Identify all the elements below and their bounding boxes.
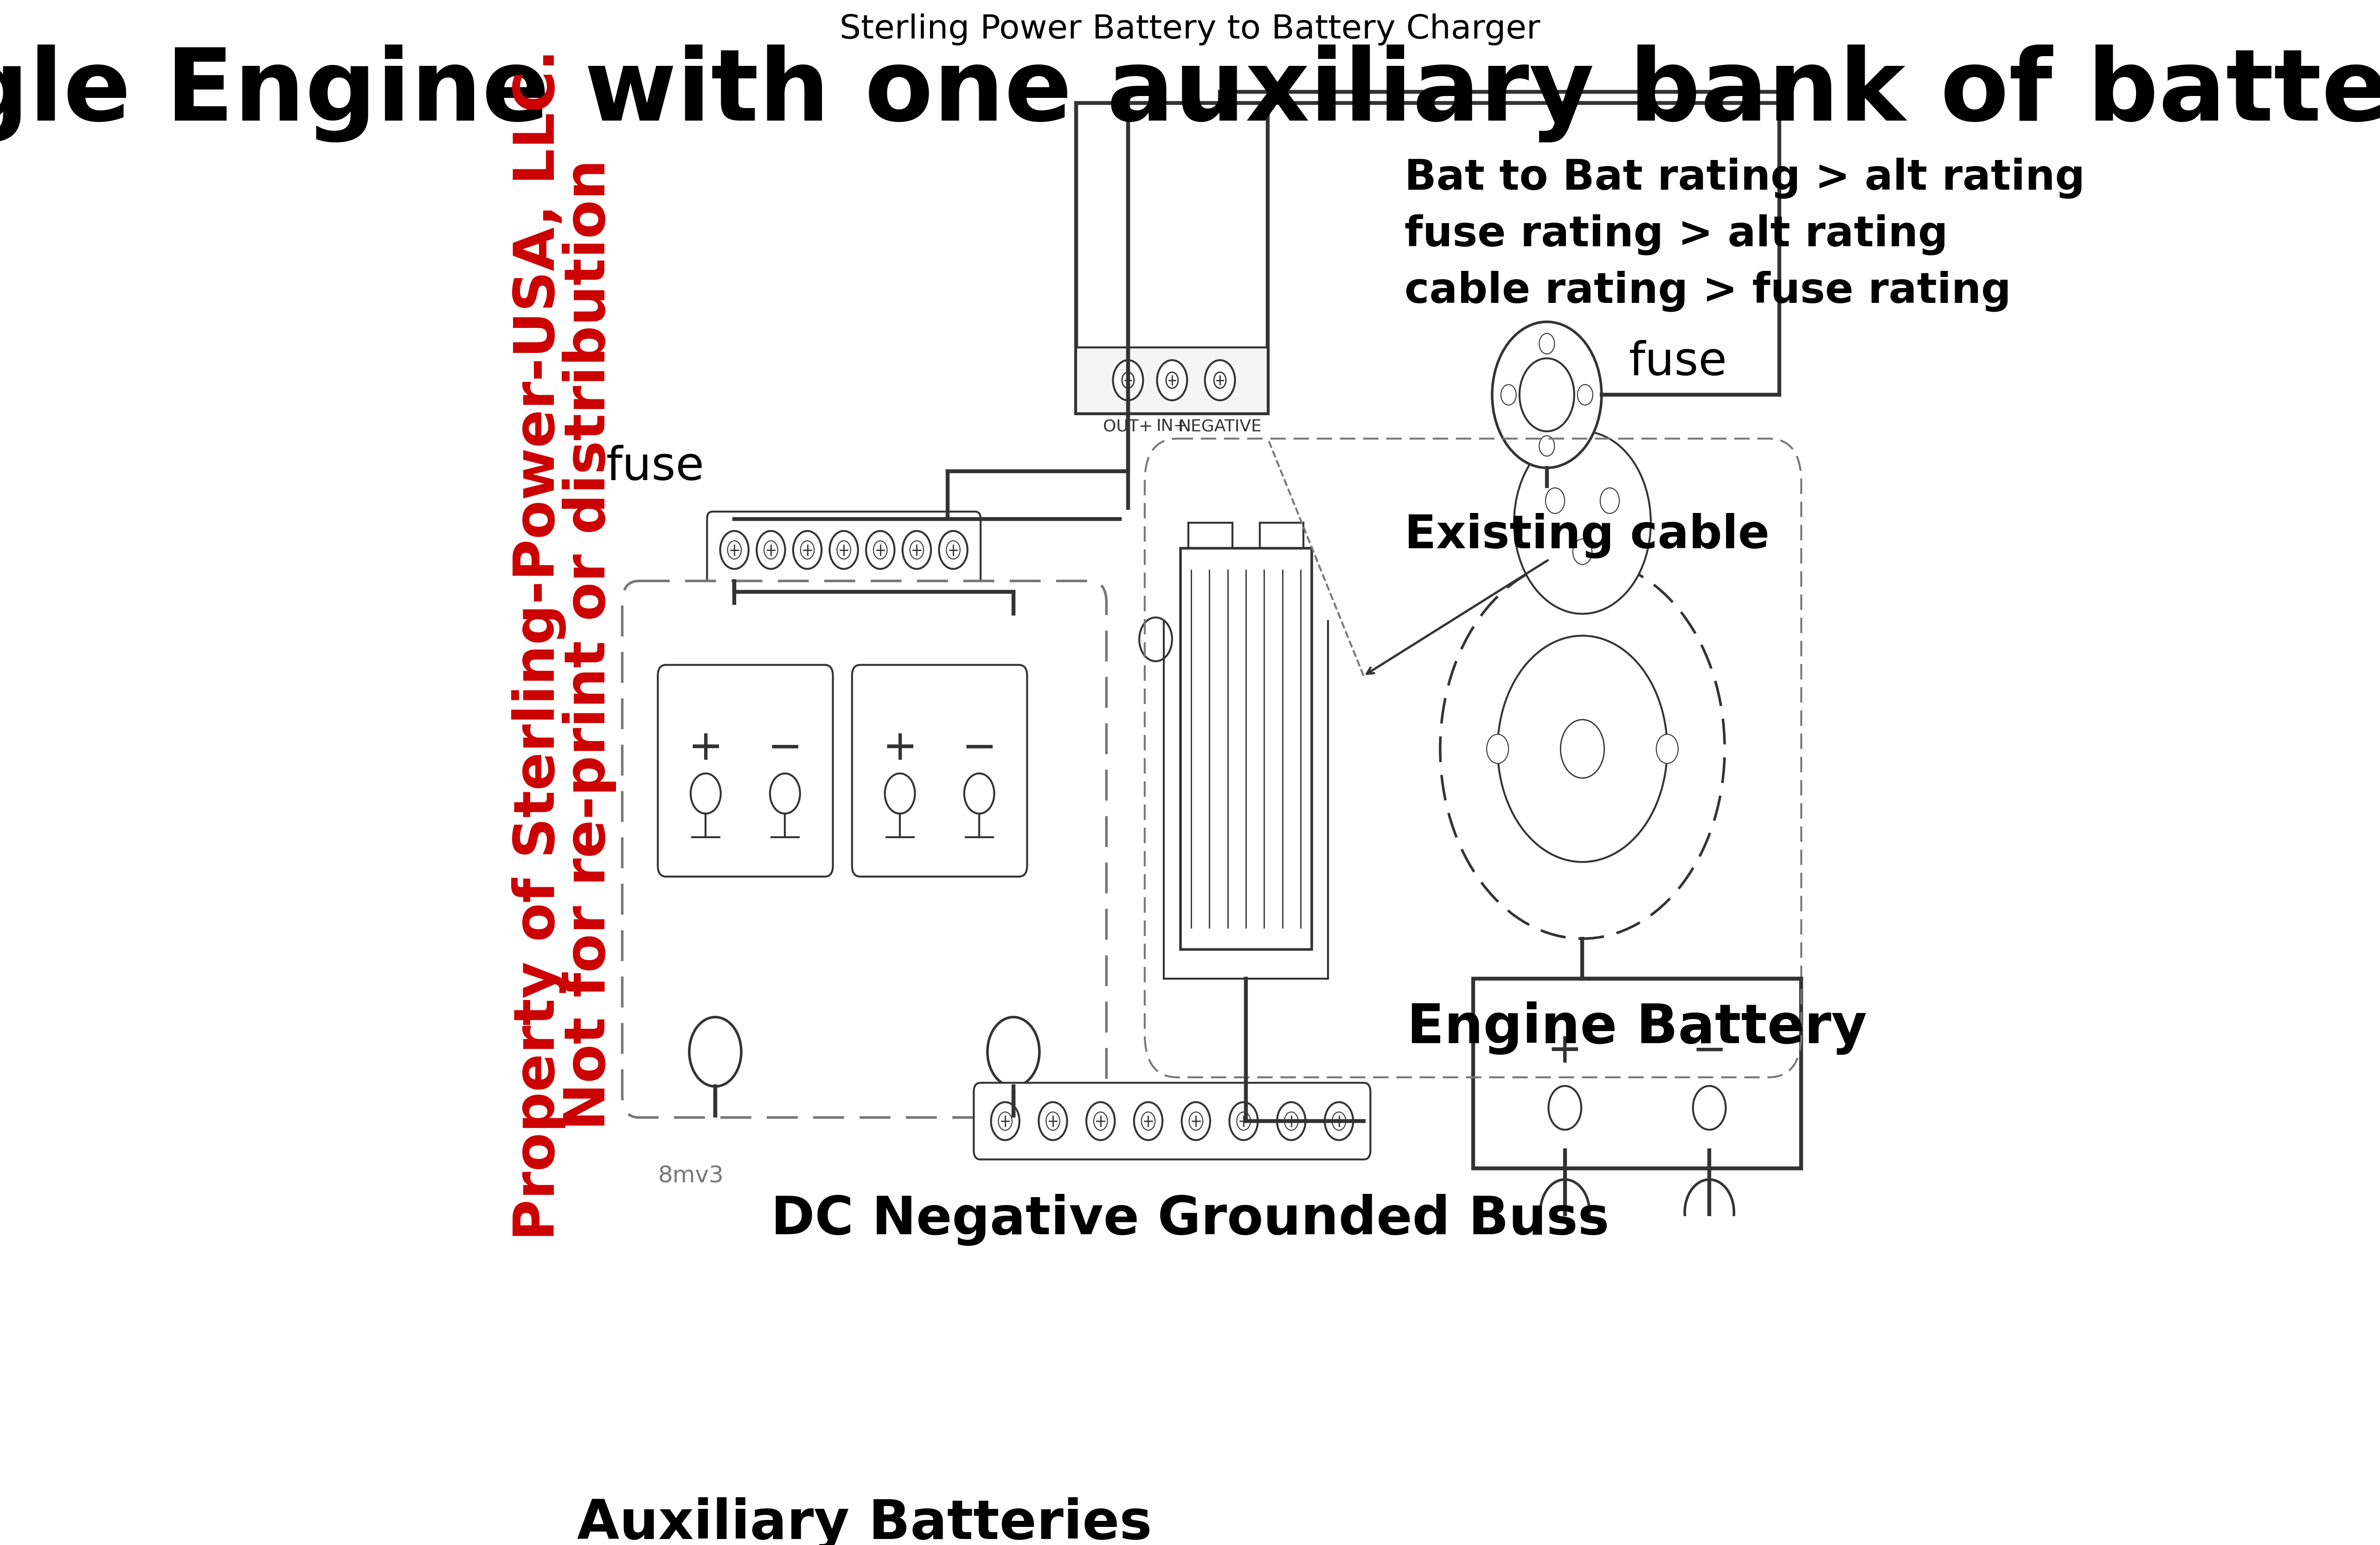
Circle shape	[997, 1112, 1012, 1131]
Text: DC Negative Grounded Buss: DC Negative Grounded Buss	[771, 1194, 1609, 1247]
Circle shape	[1133, 1102, 1161, 1140]
Circle shape	[690, 1017, 740, 1086]
Circle shape	[1440, 559, 1726, 939]
Text: Existing cable: Existing cable	[1366, 513, 1771, 674]
Circle shape	[1545, 488, 1564, 513]
Circle shape	[1285, 1112, 1297, 1131]
Text: 8mv3: 8mv3	[657, 1165, 724, 1187]
Circle shape	[940, 531, 966, 569]
Text: +: +	[883, 728, 916, 768]
Text: Sterling Power Battery to Battery Charger: Sterling Power Battery to Battery Charge…	[840, 14, 1540, 45]
Circle shape	[990, 1102, 1019, 1140]
Circle shape	[873, 541, 888, 559]
Circle shape	[1561, 720, 1604, 779]
Text: +: +	[1547, 1031, 1583, 1071]
Circle shape	[1230, 1102, 1257, 1140]
Text: fuse: fuse	[607, 445, 704, 490]
Circle shape	[793, 531, 821, 569]
Circle shape	[1502, 385, 1516, 405]
FancyBboxPatch shape	[973, 1083, 1371, 1159]
Circle shape	[757, 531, 785, 569]
Circle shape	[1685, 1179, 1735, 1245]
Text: Bat to Bat rating > alt rating: Bat to Bat rating > alt rating	[1404, 158, 2085, 199]
Circle shape	[1578, 385, 1592, 405]
Circle shape	[1142, 1112, 1154, 1131]
Circle shape	[1190, 1112, 1202, 1131]
Text: Property of Sterling-Power-USA, LLC.: Property of Sterling-Power-USA, LLC.	[512, 49, 566, 1241]
Text: OUT+: OUT+	[1104, 419, 1152, 434]
Circle shape	[1140, 618, 1171, 661]
Circle shape	[1095, 1112, 1107, 1131]
Circle shape	[1085, 1102, 1114, 1140]
Circle shape	[885, 774, 914, 814]
Circle shape	[838, 541, 850, 559]
Circle shape	[1514, 431, 1652, 613]
Circle shape	[1540, 1179, 1590, 1245]
Circle shape	[771, 774, 800, 814]
Circle shape	[947, 541, 959, 559]
Bar	[1180, 548, 1311, 950]
Circle shape	[1157, 360, 1188, 400]
Circle shape	[909, 541, 923, 559]
Circle shape	[1278, 1102, 1307, 1140]
Circle shape	[1204, 360, 1235, 400]
Circle shape	[964, 774, 995, 814]
Circle shape	[831, 531, 859, 569]
Text: −: −	[766, 728, 802, 768]
Circle shape	[1540, 436, 1554, 456]
Circle shape	[1238, 1112, 1250, 1131]
Circle shape	[1540, 334, 1554, 354]
FancyBboxPatch shape	[707, 511, 981, 589]
Text: −: −	[962, 728, 997, 768]
Text: fuse: fuse	[1628, 340, 1728, 385]
Circle shape	[902, 531, 931, 569]
Text: NEGATIVE: NEGATIVE	[1178, 419, 1261, 434]
Circle shape	[690, 774, 721, 814]
FancyBboxPatch shape	[657, 664, 833, 876]
FancyBboxPatch shape	[852, 664, 1028, 876]
Circle shape	[764, 541, 778, 559]
Circle shape	[1038, 1102, 1066, 1140]
Text: Not for re-print or distribution: Not for re-print or distribution	[562, 159, 616, 1131]
Circle shape	[1573, 539, 1592, 564]
Text: fuse rating > alt rating: fuse rating > alt rating	[1404, 215, 1949, 255]
Text: IN+: IN+	[1157, 419, 1188, 434]
Circle shape	[1549, 1086, 1580, 1129]
Text: −: −	[1692, 1031, 1728, 1071]
Text: Auxiliary Batteries: Auxiliary Batteries	[576, 1497, 1152, 1545]
Circle shape	[1183, 1102, 1209, 1140]
Circle shape	[1599, 488, 1618, 513]
Circle shape	[1518, 358, 1573, 431]
Text: Engine Battery: Engine Battery	[1407, 1001, 1868, 1055]
Circle shape	[1114, 360, 1142, 400]
Circle shape	[1047, 1112, 1059, 1131]
Bar	[1473, 980, 1802, 1168]
Circle shape	[988, 1017, 1040, 1086]
Circle shape	[1121, 372, 1133, 388]
Bar	[1076, 348, 1269, 413]
Circle shape	[1214, 372, 1226, 388]
Circle shape	[1333, 1112, 1345, 1131]
Circle shape	[721, 531, 750, 569]
Circle shape	[1656, 734, 1678, 763]
Circle shape	[1492, 321, 1602, 468]
Bar	[1076, 104, 1269, 413]
Text: cable rating > fuse rating: cable rating > fuse rating	[1404, 270, 2011, 312]
Circle shape	[800, 541, 814, 559]
Text: Single Engine with one auxiliary bank of batteries: Single Engine with one auxiliary bank of…	[0, 45, 2380, 142]
Circle shape	[1497, 635, 1668, 862]
FancyBboxPatch shape	[621, 581, 1107, 1117]
Text: +: +	[688, 728, 724, 768]
Circle shape	[866, 531, 895, 569]
Circle shape	[728, 541, 740, 559]
Circle shape	[1488, 734, 1509, 763]
Circle shape	[1326, 1102, 1354, 1140]
Circle shape	[1692, 1086, 1725, 1129]
Circle shape	[1166, 372, 1178, 388]
